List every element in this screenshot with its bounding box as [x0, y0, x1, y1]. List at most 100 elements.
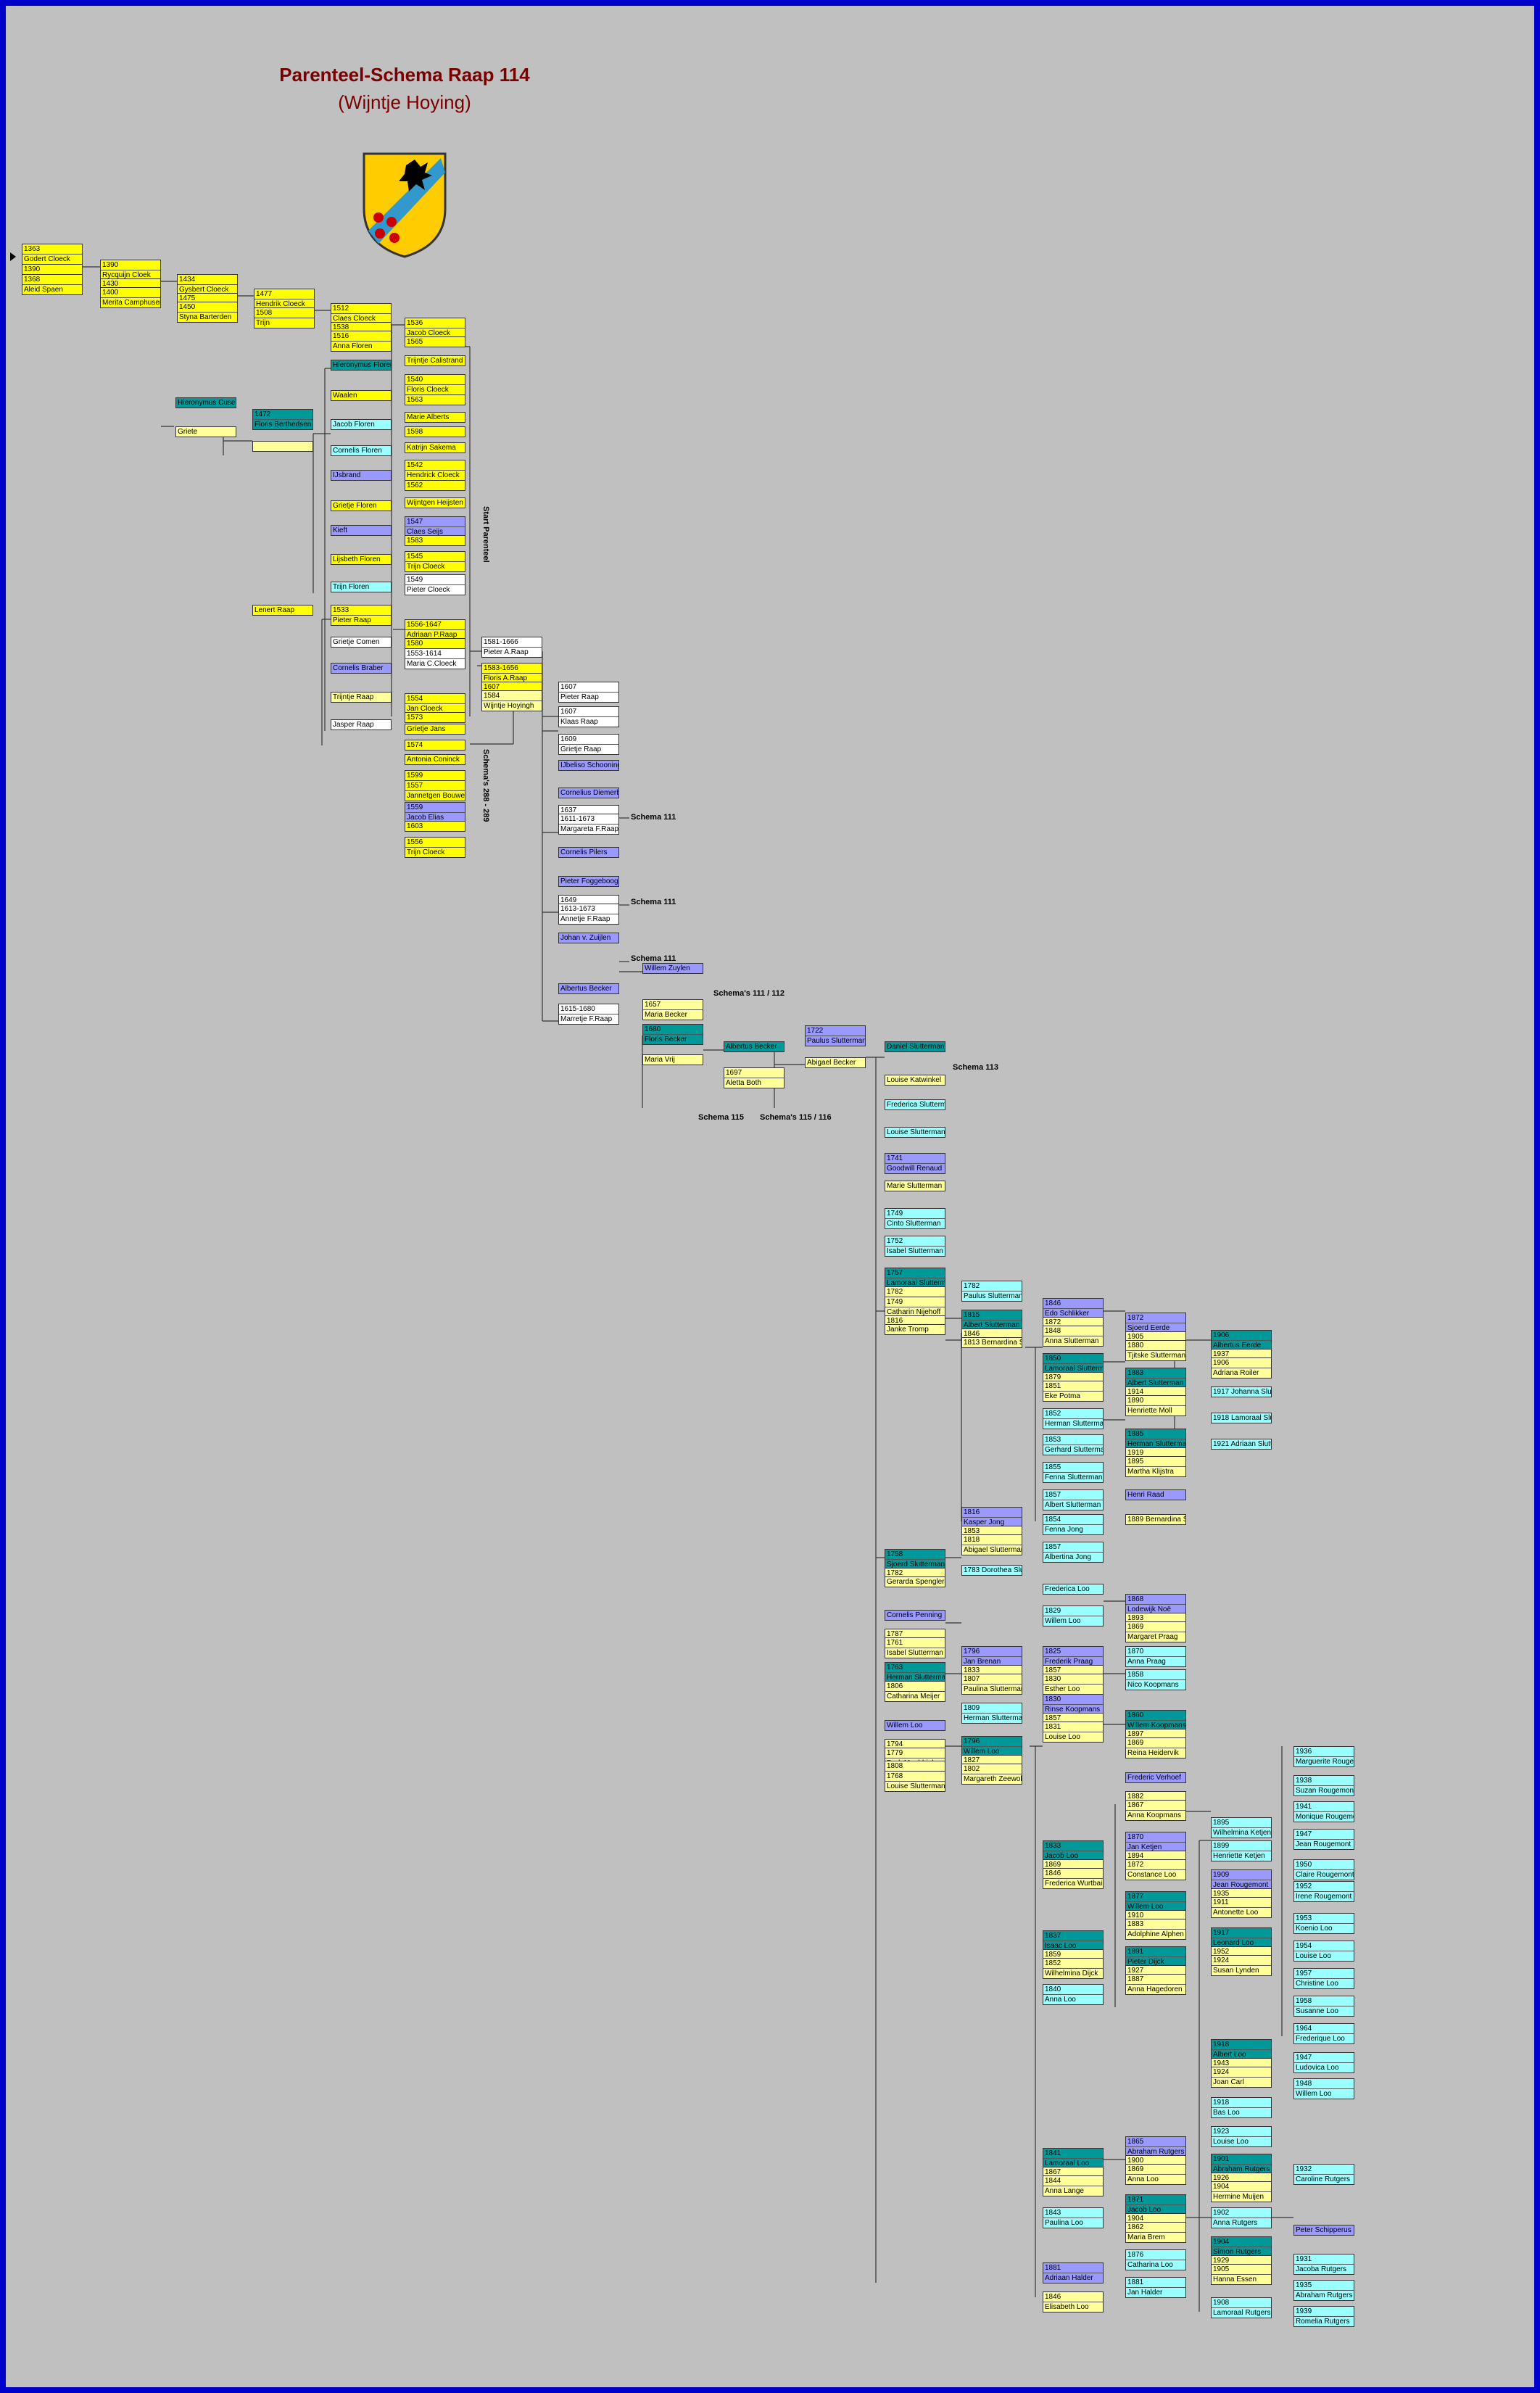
person-name: Claire Rougemont [1296, 1871, 1354, 1879]
person-box: Lenert Raap [252, 605, 313, 616]
person-box: 1854 Fenna Jong [1043, 1514, 1104, 1535]
person-box: 1516 Anna Floren [331, 331, 392, 352]
person-box: Catharina Meijer [885, 1691, 945, 1702]
person-name: Abigael Becker [807, 1059, 856, 1067]
person-name: Anna Rutgers [1213, 2219, 1258, 2227]
person-box: 1950 Claire Rougemont [1293, 1859, 1354, 1880]
person-year: 1557 [405, 781, 465, 791]
person-name: Cinto Slutterman [887, 1220, 941, 1228]
person-box: 1918 Albert Loo [1211, 2039, 1272, 2060]
person-box: 1904 Hermine Muijen [1211, 2181, 1272, 2202]
person-name: Marretje F.Raap [560, 1015, 613, 1023]
person-name: 1905 [1127, 1333, 1144, 1341]
person-name: Albert Slutterman [964, 1321, 1020, 1329]
person-year: 1877 [1126, 1892, 1185, 1902]
person-name: 1910 [1127, 1911, 1144, 1919]
person-name: Constance Loo [1127, 1871, 1177, 1879]
label-schema-115-116: Schema's 115 / 116 [760, 1113, 832, 1122]
person-year: 1909 [1212, 1870, 1271, 1880]
person-year: 1749 [885, 1297, 945, 1307]
person-box: Trijn Floren [331, 582, 392, 592]
person-year: 1865 [1126, 2137, 1185, 2147]
person-name: Susanne Loo [1296, 2007, 1338, 2015]
person-name: Waalen [333, 392, 357, 400]
person-name: 1637 [560, 806, 577, 814]
person-year: 1536 [405, 318, 465, 328]
person-box: 1887 Anna Hagedoren [1125, 1974, 1186, 1995]
person-name: 1390 [24, 265, 41, 273]
person-name: Adriaan P.Raap [407, 631, 458, 639]
person-name: 1607 [484, 683, 500, 691]
person-box: 1758 Sjoerd Slutterman [885, 1549, 945, 1570]
person-box: 1860 Willem Koopmans [1125, 1710, 1186, 1731]
person-name: 1914 [1127, 1388, 1144, 1396]
label-schema-288: Schema's 288 - 289 [481, 749, 490, 822]
person-year: 1816 [962, 1508, 1022, 1518]
person-box: 1680 Floris Becker [642, 1024, 703, 1045]
person-box: 1368 Aleid Spaen [22, 274, 83, 295]
person-name: 1782 [887, 1569, 903, 1577]
person-name: Cornelis Pilers [560, 848, 608, 856]
person-year: 1857 [1043, 1542, 1103, 1553]
person-box: 1583-1656 Floris A.Raap [481, 663, 542, 684]
person-year: 1763 [885, 1663, 945, 1673]
person-box: Kieft [331, 525, 392, 536]
person-name: 1599 [407, 772, 423, 780]
person-name: Tjitske Slutterman [1127, 1352, 1186, 1360]
person-box [252, 441, 313, 452]
person-year: 1581-1666 [482, 637, 542, 648]
person-year: 1906 [1212, 1358, 1271, 1368]
person-name: Pieter Dijck [1127, 1958, 1164, 1966]
person-name: Wilhelmina Ketjen [1213, 1829, 1272, 1837]
person-name: Jasper Raap [333, 721, 374, 729]
person-name: Lamoraal Slutterman [1045, 1365, 1104, 1373]
person-box: Maria Vrij [642, 1054, 703, 1065]
person-name: IJsbrand [333, 471, 361, 479]
person-box: 1954 Louise Loo [1293, 1941, 1354, 1962]
person-name: Floris Cloeck [407, 386, 449, 394]
person-name: Paulina Slutterman [964, 1685, 1022, 1693]
person-box: 1846 Elisabeth Loo [1043, 2291, 1104, 2313]
person-year: 1855 [1043, 1463, 1103, 1473]
person-box: 1883 Adolphine Alphen [1125, 1919, 1186, 1940]
person-name: Martha Klijstra [1127, 1468, 1174, 1476]
person-year: 1854 [1043, 1515, 1103, 1525]
person-name: Catharin Nijehoff [887, 1308, 941, 1316]
person-year: 1680 [643, 1025, 703, 1035]
person-name: 1894 [1127, 1852, 1144, 1860]
person-box: 1599 [405, 770, 465, 781]
person-year: 1858 [1126, 1670, 1185, 1680]
person-name: Henriette Moll [1127, 1407, 1172, 1415]
person-box: 1563 [405, 394, 465, 405]
person-box: 1574 [405, 740, 465, 751]
person-box: 1952 Irene Rougemont [1293, 1881, 1354, 1902]
person-name: Irene Rougemont [1296, 1893, 1352, 1901]
person-box: 1843 Paulina Loo [1043, 2207, 1104, 2228]
person-box: 1865 Abraham Rutgers [1125, 2136, 1186, 2157]
person-name: Albert Slutterman [1127, 1379, 1184, 1387]
person-name: 1872 [1045, 1318, 1061, 1326]
person-box: Pieter Foggeboog [558, 876, 619, 887]
person-name: Henri Raad [1127, 1491, 1164, 1499]
person-year: 1885 [1126, 1429, 1185, 1439]
person-year: 1758 [885, 1550, 945, 1560]
person-year: 1846 [1043, 1299, 1103, 1309]
person-year: 1697 [724, 1068, 784, 1078]
person-box: 1363 Godert Cloeck [22, 244, 83, 265]
person-box: 1830 Esther Loo [1043, 1674, 1104, 1695]
person-name: Suzan Rougemont [1296, 1787, 1354, 1795]
person-box: 1924 Susan Lynden [1211, 1955, 1272, 1976]
person-box: 1562 [405, 480, 465, 491]
person-name: Lodewijk Noë [1127, 1605, 1172, 1613]
person-box: 1508 [254, 307, 315, 318]
person-name: Bas Loo [1213, 2109, 1240, 2117]
person-box: Cornelis Floren [331, 445, 392, 456]
person-box: 1796 Jan Brenan [961, 1646, 1022, 1667]
person-year: 1722 [806, 1026, 865, 1036]
person-year: 1809 [962, 1703, 1022, 1714]
person-year: 1891 [1126, 1947, 1185, 1957]
person-name: Frederica Slutterman [887, 1101, 945, 1109]
person-name: Sjoerd Eerde [1127, 1324, 1170, 1332]
